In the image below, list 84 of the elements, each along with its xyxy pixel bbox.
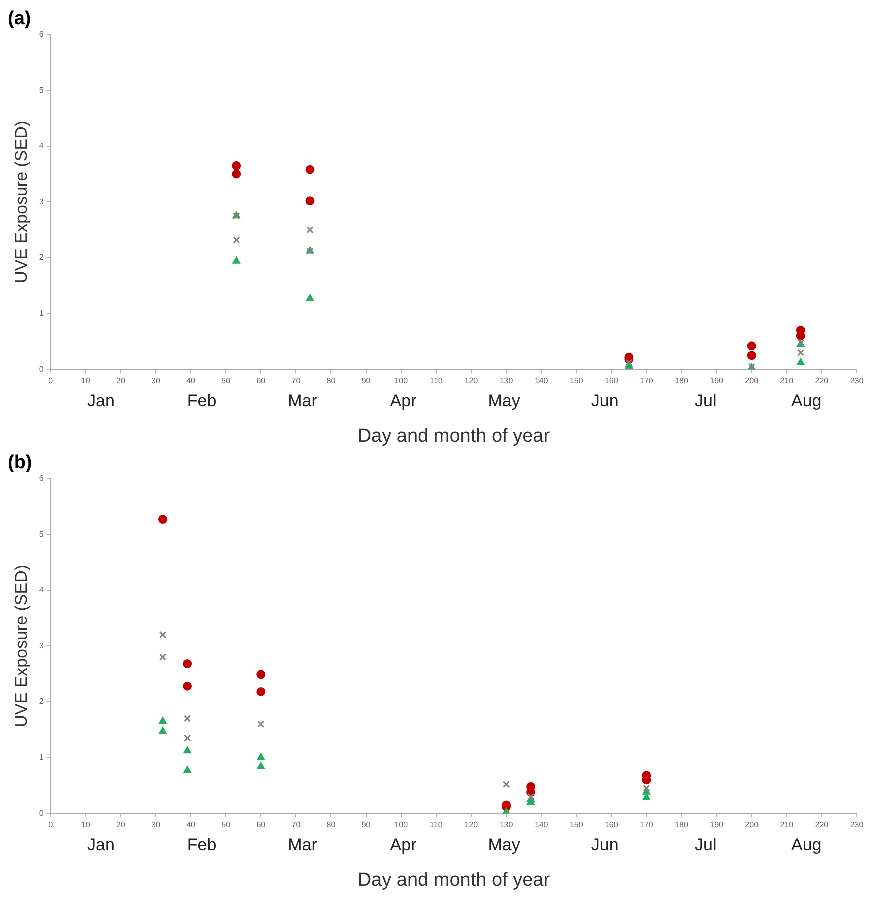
text: May: [488, 835, 521, 854]
text: Apr: [390, 391, 418, 410]
x-tick-label: 210: [780, 820, 794, 830]
x-tick-label: 170: [640, 820, 654, 830]
x-tick-label: 0: [48, 376, 54, 386]
text: Jul: [694, 391, 717, 410]
text: Jan: [88, 391, 115, 410]
y-axis-title: UVE Exposure (SED): [12, 120, 31, 284]
x-tick-label: 70: [292, 820, 302, 830]
x-tick-label: 220: [815, 376, 830, 386]
text: Mar: [288, 835, 318, 854]
y-tick-label: 0: [39, 808, 44, 818]
x-tick-label: 50: [222, 820, 232, 830]
text: Jun: [591, 391, 619, 410]
x-tick-label: 30: [152, 376, 161, 386]
x-tick-label: 200: [745, 376, 760, 386]
x-axis-title: Day and month of year: [358, 870, 551, 891]
y-tick-label: 5: [39, 86, 44, 95]
x-tick-label: 130: [500, 376, 514, 386]
text: Jan: [88, 835, 115, 854]
x-tick-label: 40: [186, 820, 196, 830]
x-tick-label: 110: [430, 376, 444, 386]
x-tick-label: 190: [710, 820, 724, 830]
text: Jun: [591, 835, 619, 854]
x-tick-label: 150: [570, 376, 584, 386]
x-tick-label: 50: [222, 376, 232, 386]
x-tick-label: 60: [256, 820, 266, 830]
x-tick-label: 90: [362, 376, 372, 386]
x-tick-label: 220: [815, 820, 830, 830]
y-axis-title: UVE Exposure (SED): [12, 564, 31, 728]
x-tick-label: 140: [534, 376, 549, 386]
x-tick-label: 110: [430, 820, 444, 830]
x-tick-label: 150: [570, 820, 584, 830]
y-tick-label: 3: [39, 641, 44, 650]
x-tick-label: 230: [850, 376, 864, 386]
x-tick-label: 100: [394, 376, 409, 386]
x-tick-label: 30: [152, 820, 161, 830]
text: Apr: [390, 835, 418, 854]
x-tick-label: 160: [604, 376, 619, 386]
x-tick-label: 0: [48, 820, 54, 830]
x-tick-label: 20: [116, 820, 126, 830]
text: May: [488, 391, 521, 410]
x-tick-label: 80: [326, 376, 336, 386]
y-tick-label: 6: [39, 30, 44, 40]
x-tick-label: 40: [186, 376, 196, 386]
x-tick-label: 70: [292, 376, 302, 386]
x-tick-label: 60: [256, 376, 266, 386]
x-tick-label: 80: [326, 820, 336, 830]
text: Jul: [694, 835, 717, 854]
x-tick-label: 100: [394, 820, 409, 830]
y-tick-label: 1: [39, 753, 44, 762]
y-tick-label: 0: [39, 364, 44, 374]
x-tick-label: 210: [780, 376, 794, 386]
y-tick-label: 3: [39, 197, 44, 206]
y-tick-label: 2: [39, 697, 44, 706]
x-tick-label: 160: [604, 820, 619, 830]
x-tick-label: 120: [464, 376, 479, 386]
x-tick-label: 200: [745, 820, 760, 830]
y-tick-label: 4: [39, 586, 44, 595]
y-tick-label: 1: [39, 309, 44, 318]
x-axis-title: Day and month of year: [358, 426, 551, 447]
x-tick-label: 90: [362, 820, 372, 830]
y-tick-label: 2: [39, 253, 44, 262]
x-tick-label: 230: [850, 820, 864, 830]
y-tick-label: 5: [39, 530, 44, 539]
y-tick-label: 6: [39, 474, 44, 484]
text: Aug: [791, 835, 822, 854]
x-tick-label: 120: [464, 820, 479, 830]
x-tick-label: 10: [81, 376, 91, 386]
text: Mar: [288, 391, 318, 410]
x-tick-label: 10: [81, 820, 91, 830]
text: Aug: [791, 391, 822, 410]
x-tick-label: 20: [116, 376, 126, 386]
y-tick-label: 4: [39, 142, 44, 151]
x-tick-label: 140: [534, 820, 549, 830]
chart-title: (a): [8, 8, 32, 30]
x-tick-label: 170: [640, 376, 654, 386]
x-tick-label: 130: [500, 820, 514, 830]
x-tick-label: 190: [710, 376, 724, 386]
x-tick-label: 180: [675, 376, 689, 386]
text: Feb: [187, 835, 217, 854]
chart-title: (b): [8, 452, 32, 474]
text: Feb: [187, 391, 217, 410]
x-tick-label: 180: [675, 820, 689, 830]
